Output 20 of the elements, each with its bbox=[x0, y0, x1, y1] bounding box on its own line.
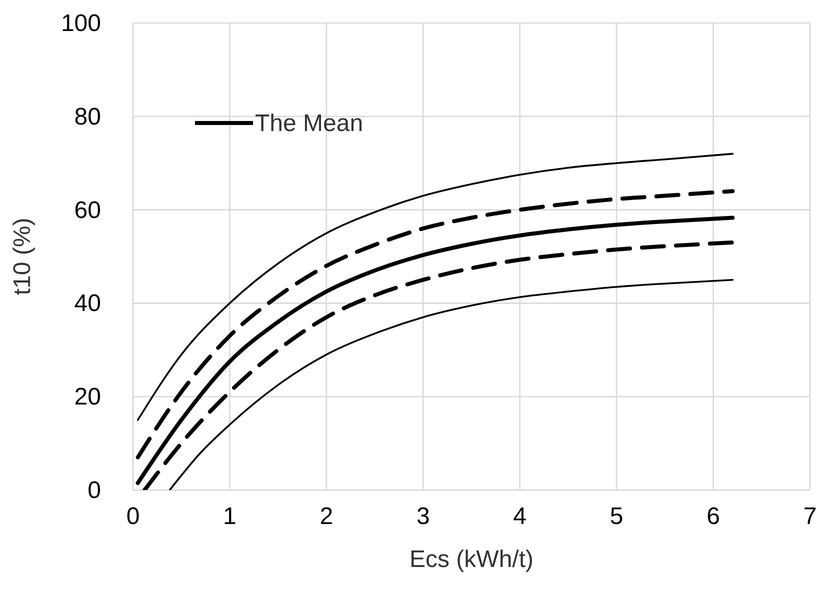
line-series bbox=[168, 278, 734, 490]
x-tick-label: 2 bbox=[320, 503, 334, 530]
x-tick-label: 7 bbox=[803, 503, 817, 530]
y-tick-label: 60 bbox=[74, 196, 101, 224]
y-tick-label: 40 bbox=[74, 290, 101, 318]
legend-label: The Mean bbox=[255, 110, 364, 137]
y-axis-title: t10 (%) bbox=[9, 218, 36, 296]
y-tick-label: 20 bbox=[74, 384, 101, 411]
x-tick-label: 3 bbox=[416, 503, 430, 530]
y-tick-label: 100 bbox=[60, 10, 101, 37]
x-tick-label: 0 bbox=[126, 503, 140, 530]
x-tick-label: 5 bbox=[610, 503, 624, 530]
y-tick-label: 0 bbox=[88, 477, 101, 504]
x-tick-label: 4 bbox=[513, 503, 527, 530]
line-series bbox=[136, 152, 734, 421]
x-tick-label: 1 bbox=[223, 503, 236, 530]
x-tick-label: 6 bbox=[706, 503, 720, 530]
x-axis-title: Ecs (kWh/t) bbox=[410, 546, 534, 573]
y-tick-label: 80 bbox=[74, 103, 101, 130]
line-series bbox=[136, 189, 735, 460]
